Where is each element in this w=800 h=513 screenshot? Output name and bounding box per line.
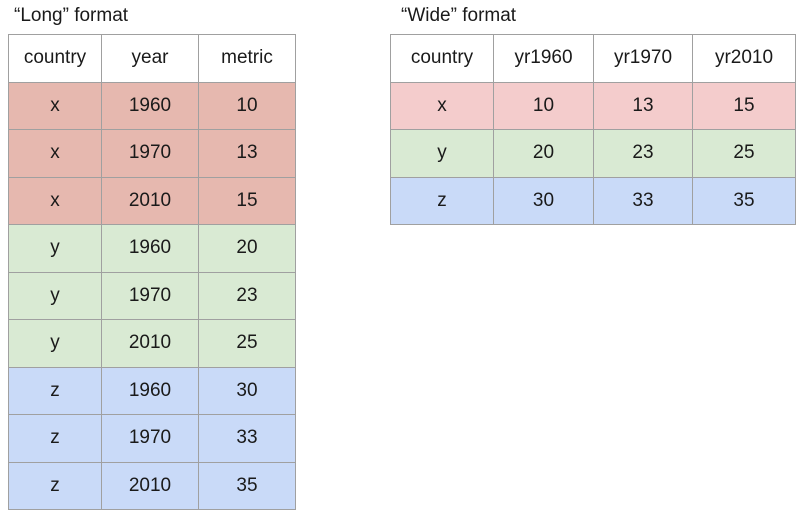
table-cell: 33 [198, 414, 296, 463]
table-cell: y [390, 129, 494, 178]
wide-format-table: country yr1960 yr1970 yr2010 x 10 13 15 y 20 23 25 z… [390, 34, 796, 225]
table-cell: 13 [593, 81, 693, 130]
table-cell: 10 [493, 81, 594, 130]
table-cell: z [8, 366, 102, 415]
table-cell: 2010 [101, 319, 199, 368]
table-row: x 1970 13 [8, 129, 296, 178]
table-row: z 1960 30 [8, 366, 296, 415]
column-header: year [101, 34, 199, 83]
table-row: y 1960 20 [8, 224, 296, 273]
table-cell: 1970 [101, 271, 199, 320]
table-cell: 33 [593, 176, 693, 225]
table-row: y 20 23 25 [390, 129, 796, 178]
wide-format-title: “Wide” format [401, 5, 517, 26]
column-header: yr2010 [692, 34, 796, 83]
table-cell: x [390, 81, 494, 130]
header-row: country yr1960 yr1970 yr2010 [390, 34, 796, 83]
table-cell: z [8, 414, 102, 463]
table-cell: x [8, 129, 102, 178]
table-cell: y [8, 224, 102, 273]
header-row: country year metric [8, 34, 296, 83]
table-cell: 30 [493, 176, 594, 225]
table-cell: 13 [198, 129, 296, 178]
long-format-table: country year metric x 1960 10 x 1970 13 x 2010 15 y 1… [8, 34, 296, 510]
table-cell: 1970 [101, 129, 199, 178]
table-cell: z [8, 461, 102, 510]
table-cell: z [390, 176, 494, 225]
table-cell: 10 [198, 81, 296, 130]
table-cell: 2010 [101, 176, 199, 225]
table-cell: x [8, 81, 102, 130]
table-cell: 20 [198, 224, 296, 273]
table-cell: 23 [198, 271, 296, 320]
table-cell: 1960 [101, 224, 199, 273]
table-row: z 1970 33 [8, 414, 296, 463]
table-row: y 2010 25 [8, 319, 296, 368]
table-cell: 35 [692, 176, 796, 225]
table-row: y 1970 23 [8, 271, 296, 320]
table-cell: 1960 [101, 81, 199, 130]
table-cell: y [8, 319, 102, 368]
table-row: x 2010 15 [8, 176, 296, 225]
column-header: yr1960 [493, 34, 594, 83]
table-cell: 2010 [101, 461, 199, 510]
column-header: country [390, 34, 494, 83]
table-cell: 23 [593, 129, 693, 178]
table-cell: 15 [692, 81, 796, 130]
table-cell: x [8, 176, 102, 225]
table-cell: 25 [198, 319, 296, 368]
table-row: z 30 33 35 [390, 176, 796, 225]
table-cell: 1960 [101, 366, 199, 415]
table-cell: y [8, 271, 102, 320]
column-header: country [8, 34, 102, 83]
table-row: z 2010 35 [8, 461, 296, 510]
table-cell: 25 [692, 129, 796, 178]
column-header: metric [198, 34, 296, 83]
table-cell: 20 [493, 129, 594, 178]
table-cell: 15 [198, 176, 296, 225]
table-row: x 1960 10 [8, 81, 296, 130]
table-row: x 10 13 15 [390, 81, 796, 130]
column-header: yr1970 [593, 34, 693, 83]
table-cell: 35 [198, 461, 296, 510]
table-cell: 1970 [101, 414, 199, 463]
table-cell: 30 [198, 366, 296, 415]
long-format-title: “Long” format [14, 5, 129, 26]
